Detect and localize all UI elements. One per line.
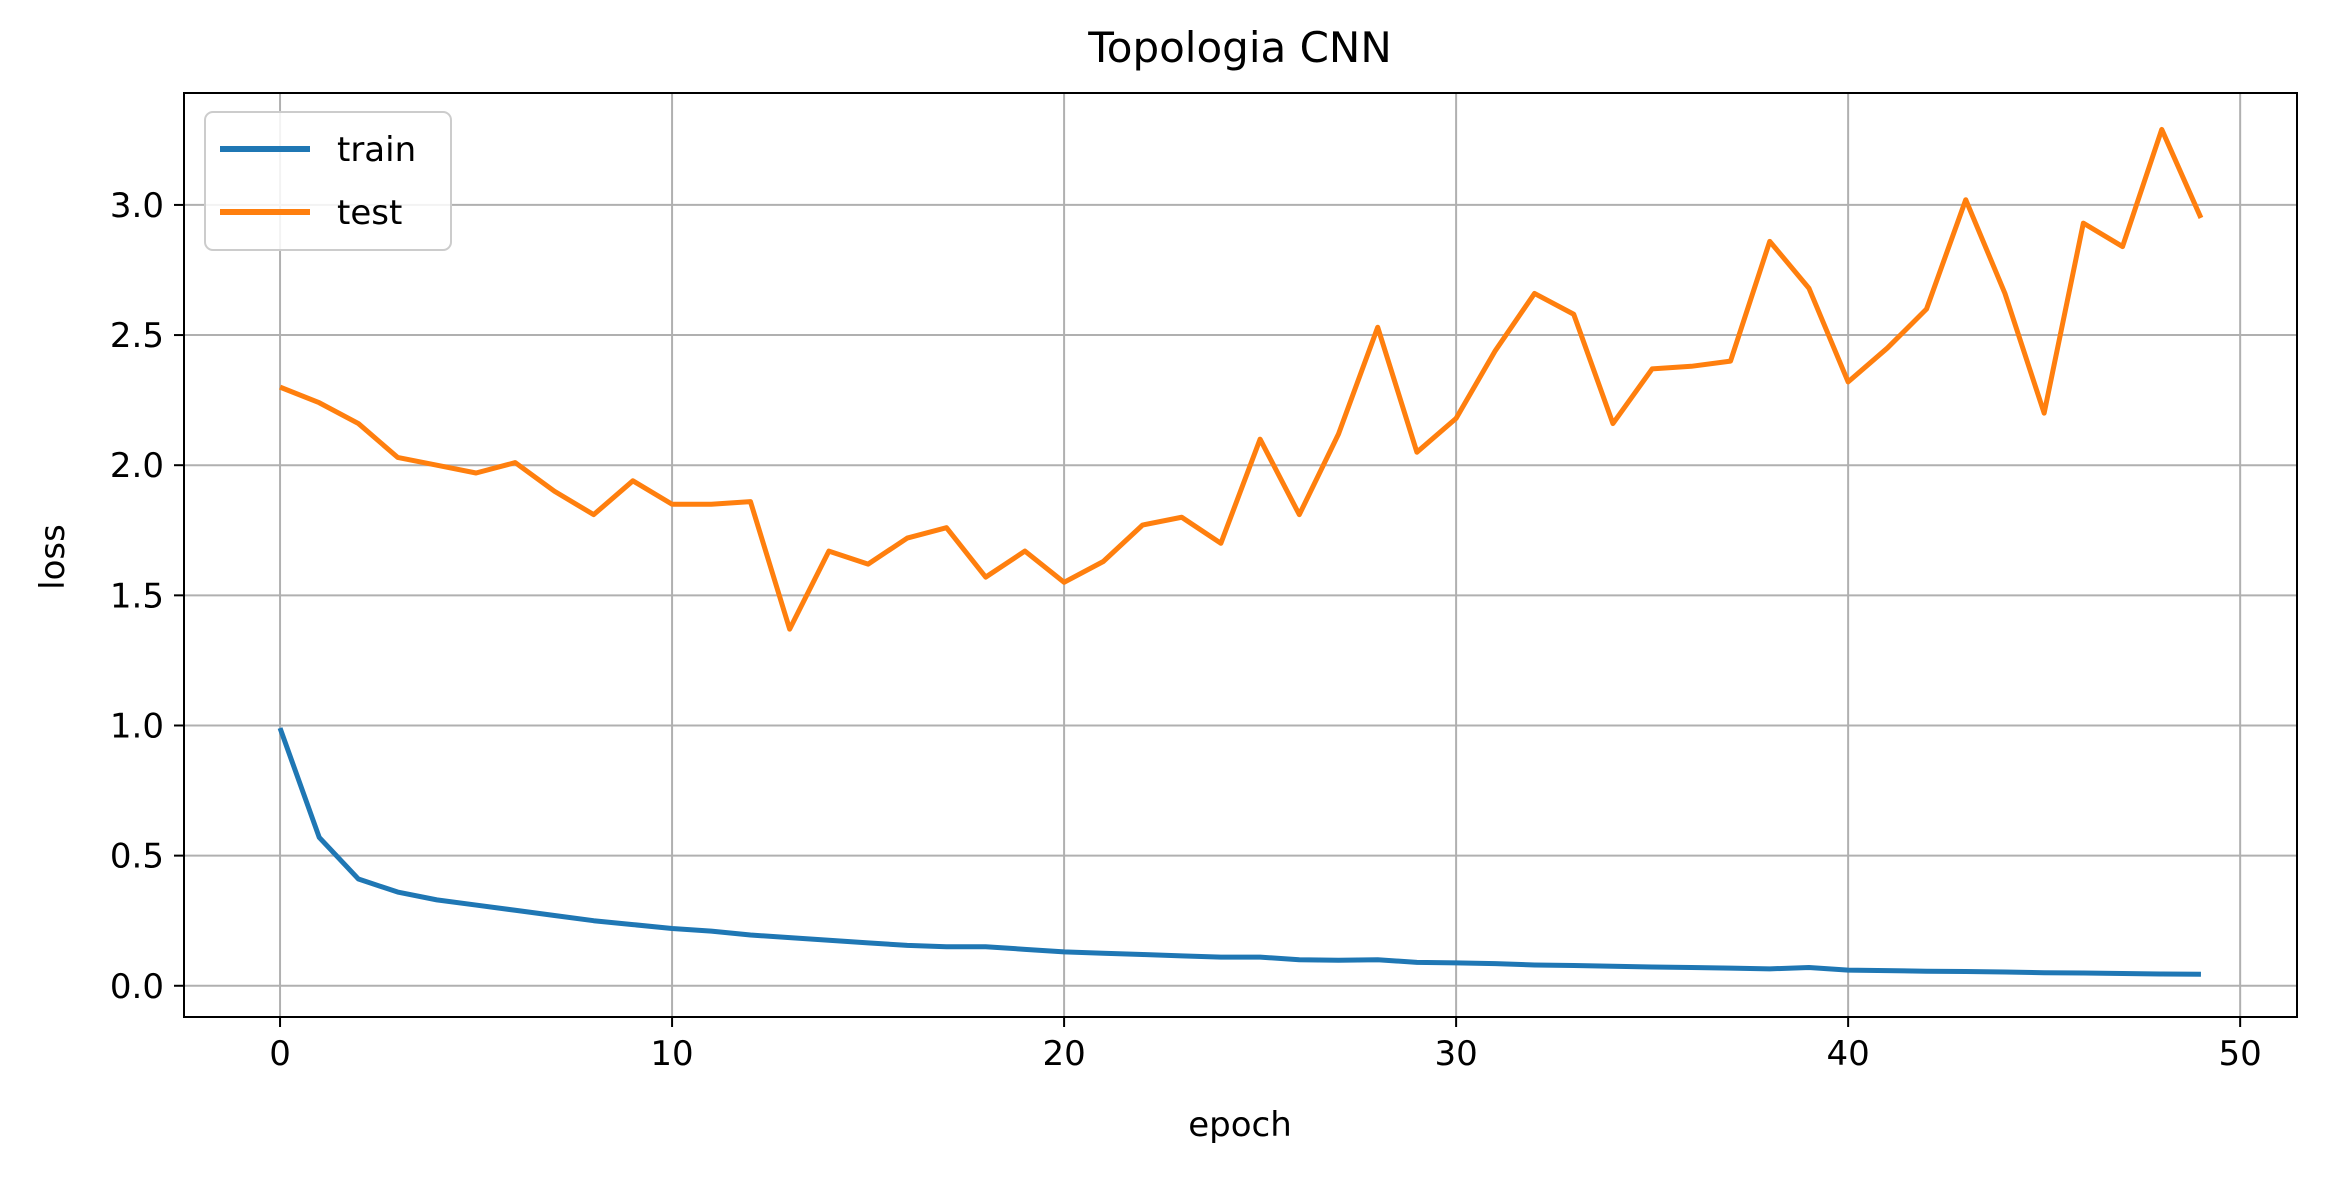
- legend-label-train: train: [337, 130, 416, 170]
- x-tick-label: 0: [269, 1034, 291, 1074]
- axis-ticks: 0 10 20 30 40 50 0.0 0.5 1.0 1.5 2.0 2.5 3.0: [110, 186, 2262, 1074]
- legend-label-test: test: [337, 193, 402, 233]
- x-axis-label: epoch: [1188, 1105, 1292, 1145]
- y-tick-label: 2.5: [110, 316, 164, 356]
- y-tick-label: 1.5: [110, 576, 164, 616]
- legend: train test: [204, 111, 452, 251]
- series-line-test: [279, 126, 2204, 632]
- y-tick-label: 0.0: [110, 967, 164, 1007]
- grid: [184, 93, 2297, 1017]
- chart-title: Topologia CNN: [1087, 23, 1392, 72]
- series-lines: [277, 126, 2204, 977]
- y-tick-label: 3.0: [110, 186, 164, 226]
- plot-frame: [183, 92, 2298, 1018]
- x-tick-label: 10: [650, 1034, 693, 1074]
- y-tick-label: 2.0: [110, 446, 164, 486]
- y-tick-label: 0.5: [110, 837, 164, 877]
- y-axis-label: loss: [33, 524, 73, 590]
- series-line-train: [277, 727, 2201, 977]
- y-tick-label: 1.0: [110, 706, 164, 746]
- x-tick-label: 20: [1042, 1034, 1085, 1074]
- x-tick-label: 50: [2219, 1034, 2262, 1074]
- x-tick-label: 30: [1434, 1034, 1477, 1074]
- x-tick-label: 40: [1827, 1034, 1870, 1074]
